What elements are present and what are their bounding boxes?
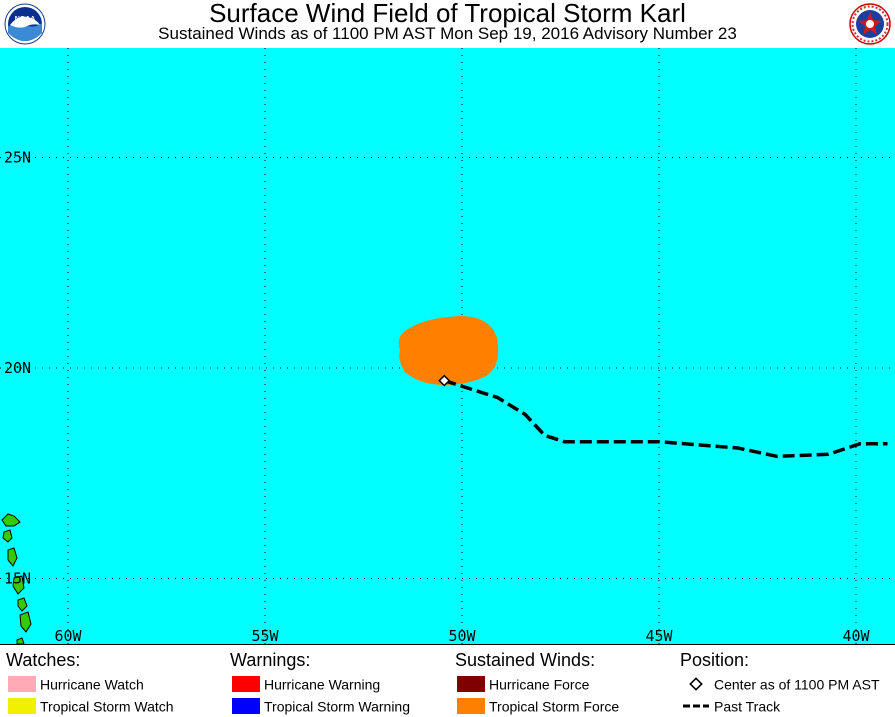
island-shape: [1, 513, 21, 527]
dashed-line-icon: [683, 704, 709, 708]
island-shape: [16, 637, 25, 644]
legend-hurricane-force: Hurricane Force: [457, 674, 589, 693]
legend-past-track: Past Track: [682, 696, 780, 714]
legend-warnings: Warnings: Hurricane Warning Tropical Sto…: [230, 649, 450, 715]
legend-position-heading: Position:: [680, 650, 750, 670]
island-shape: [12, 575, 25, 595]
legend-winds-heading: Sustained Winds:: [455, 650, 596, 670]
hurricane-warning-swatch: [232, 676, 260, 693]
island-shape: [19, 611, 32, 633]
map-canvas: 60W 55W 50W 45W 40W 25N 20N 15N: [0, 48, 895, 644]
map-area[interactable]: 60W 55W 50W 45W 40W 25N 20N 15N: [0, 48, 895, 644]
svg-text:NOAA: NOAA: [15, 16, 36, 23]
legend-watches: Watches: Hurricane Watch Tropical Storm …: [6, 649, 221, 715]
page-title: Surface Wind Field of Tropical Storm Kar…: [209, 0, 686, 28]
longitude-label: 60W: [54, 627, 82, 644]
longitude-label: 50W: [448, 627, 476, 644]
page-subtitle: Sustained Winds as of 1100 PM AST Mon Se…: [158, 24, 737, 43]
legend-hurricane-watch: Hurricane Watch: [8, 674, 144, 693]
diamond-icon: [689, 677, 703, 692]
legend-tropical-storm-force: Tropical Storm Force: [457, 696, 619, 715]
map-header: NOAA Surface Wind Field of Tropical Stor…: [0, 0, 895, 48]
latitude-label: 20N: [4, 359, 31, 377]
tropical-storm-warning-swatch: [232, 698, 260, 715]
island-shape: [2, 529, 13, 543]
past-track-line: [443, 378, 888, 459]
legend-watches-heading: Watches:: [6, 650, 81, 670]
island-shape: [17, 597, 28, 612]
legend-warnings-heading: Warnings:: [230, 650, 311, 670]
map-legend: Watches: Hurricane Watch Tropical Storm …: [0, 644, 895, 717]
nws-logo-icon: [849, 3, 891, 45]
legend-sustained-winds: Sustained Winds: Hurricane Force Tropica…: [455, 649, 675, 715]
legend-tropical-storm-watch: Tropical Storm Watch: [8, 696, 174, 715]
legend-hurricane-warning: Hurricane Warning: [232, 674, 380, 693]
axis-tick-labels: 60W 55W 50W 45W 40W 25N 20N 15N: [4, 149, 871, 645]
longitude-label: 55W: [251, 627, 279, 644]
noaa-logo-icon: NOAA: [4, 3, 46, 45]
hurricane-watch-swatch: [8, 676, 36, 693]
legend-position: Position: Center as of 1100 PM AST Past …: [680, 649, 892, 714]
legend-center-position: Center as of 1100 PM AST: [682, 674, 880, 692]
tropical-storm-watch-swatch: [8, 698, 36, 715]
tropical-storm-force-swatch: [457, 698, 485, 715]
hurricane-force-swatch: [457, 676, 485, 693]
latitude-label: 25N: [4, 149, 31, 167]
tropical-storm-force-wind-field: [398, 316, 499, 385]
legend-tropical-storm-warning: Tropical Storm Warning: [232, 696, 410, 715]
longitude-label: 40W: [842, 627, 870, 644]
island-shape: [7, 547, 18, 567]
latitude-label: 15N: [4, 570, 31, 588]
storm-center-marker: [438, 374, 451, 387]
longitude-label: 45W: [645, 627, 673, 644]
caribbean-islands: [1, 513, 32, 644]
